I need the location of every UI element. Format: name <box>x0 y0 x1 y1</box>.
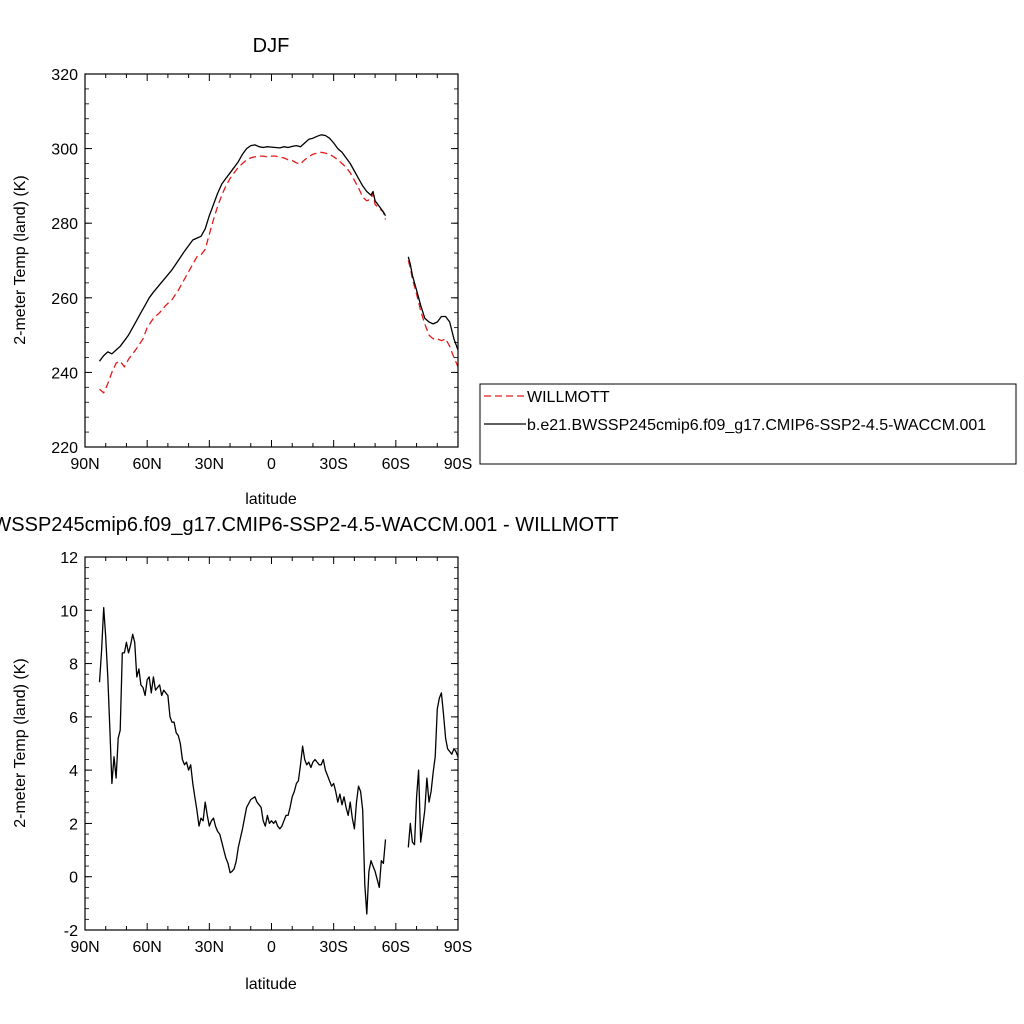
bottom-xtick-label-6: 90S <box>444 939 472 956</box>
bottom-xtick-label-1: 60N <box>132 939 161 956</box>
bottom-ytick-label-2: 2 <box>69 816 78 833</box>
top-series-1-segment-0 <box>98 134 387 362</box>
top-xtick-label-0: 90N <box>70 456 99 473</box>
bottom-title: b.e21.BWSSP245cmip6.f09_g17.CMIP6-SSP2-4… <box>0 514 619 536</box>
top-plot-lines <box>98 134 459 394</box>
top-xtick-label-4: 30S <box>319 456 347 473</box>
bottom-ytick-label-0: -2 <box>64 923 78 940</box>
legend-label-model: b.e21.BWSSP245cmip6.f09_g17.CMIP6-SSP2-4… <box>527 417 986 434</box>
top-series-0-segment-1 <box>407 260 459 368</box>
top-xtick-label-2: 30N <box>195 456 224 473</box>
bottom-ytick-label-1: 0 <box>69 870 78 887</box>
bottom-series-0-segment-0 <box>98 606 387 915</box>
top-ylabel: 2-meter Temp (land) (K) <box>12 175 29 345</box>
top-ytick-label-3: 280 <box>51 216 78 233</box>
bottom-ylabel: 2-meter Temp (land) (K) <box>12 658 29 828</box>
bottom-xtick-label-2: 30N <box>195 939 224 956</box>
top-ytick-label-1: 240 <box>51 365 78 382</box>
top-ytick-label-0: 220 <box>51 440 78 457</box>
bottom-xtick-label-3: 0 <box>267 939 276 956</box>
legend-label-willmott: WILLMOTT <box>527 389 610 406</box>
top-xtick-label-1: 60N <box>132 456 161 473</box>
top-ytick-label-4: 300 <box>51 142 78 159</box>
bottom-panel: b.e21.BWSSP245cmip6.f09_g17.CMIP6-SSP2-4… <box>0 514 619 993</box>
bottom-ytick-label-4: 6 <box>69 710 78 727</box>
top-ytick-label-2: 260 <box>51 291 78 308</box>
top-xlabel: latitude <box>245 491 297 508</box>
bottom-series-0-segment-1 <box>407 692 459 848</box>
top-panel: DJF 90N 60N 30N 0 30S 60S 90S 220 240 260 280 300 32… <box>12 35 472 508</box>
bottom-xtick-label-4: 30S <box>319 939 347 956</box>
bottom-ytick-label-6: 10 <box>60 603 78 620</box>
legend: WILLMOTT b.e21.BWSSP245cmip6.f09_g17.CMI… <box>479 383 1017 465</box>
top-ticks: 90N 60N 30N 0 30S 60S 90S 220 240 260 280 300 320 <box>51 67 472 473</box>
bottom-ytick-label-3: 4 <box>69 763 78 780</box>
legend-box <box>479 383 1017 465</box>
top-xtick-label-3: 0 <box>267 456 276 473</box>
bottom-plot-frame <box>84 556 459 931</box>
bottom-xlabel: latitude <box>245 976 297 993</box>
top-ytick-label-5: 320 <box>51 67 78 84</box>
top-title: DJF <box>253 35 290 57</box>
bottom-ticks: 90N 60N 30N 0 30S 60S 90S -2 0 2 4 6 8 10 12 <box>60 550 472 956</box>
top-xtick-label-5: 60S <box>382 456 410 473</box>
bottom-plot-lines <box>98 606 459 915</box>
top-series-0-segment-0 <box>99 151 387 394</box>
bottom-ytick-label-7: 12 <box>60 550 78 567</box>
top-plot-frame <box>84 73 459 448</box>
bottom-xtick-label-0: 90N <box>70 939 99 956</box>
top-xtick-label-6: 90S <box>444 456 472 473</box>
bottom-xtick-label-5: 60S <box>382 939 410 956</box>
bottom-ytick-label-5: 8 <box>69 657 78 674</box>
top-series-1-segment-1 <box>407 256 459 351</box>
